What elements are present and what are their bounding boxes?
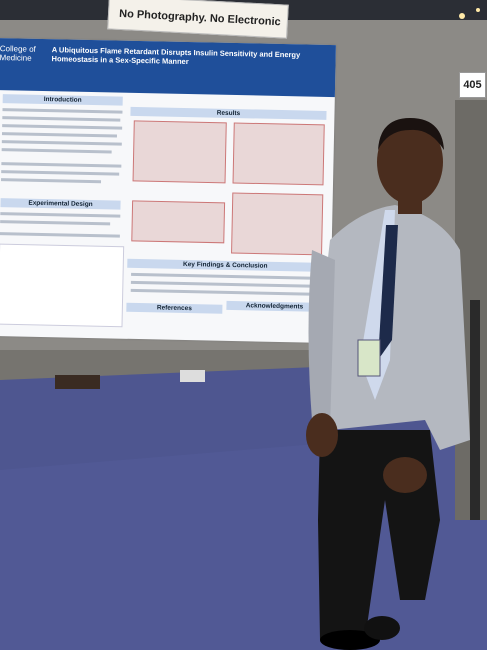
poster-content (0, 108, 325, 328)
booth-number: 405 (459, 72, 486, 98)
poster: College of Medicine A Ubiquitous Flame R… (0, 38, 336, 344)
